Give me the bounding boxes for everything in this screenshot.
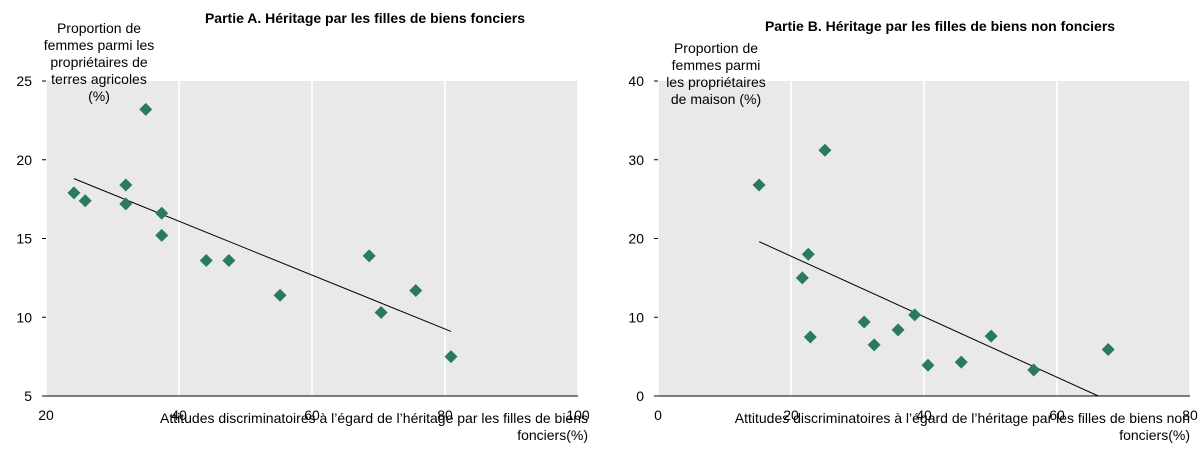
point	[984, 329, 998, 343]
x-tick-label: 60	[304, 407, 320, 423]
point	[119, 178, 133, 192]
point	[857, 315, 871, 329]
point	[891, 323, 905, 337]
point	[795, 271, 809, 285]
point	[818, 143, 832, 157]
x-axis-label: Attitudes discriminatoires à l’égard de …	[160, 410, 588, 443]
point	[409, 283, 423, 297]
point	[752, 178, 766, 192]
y-tick-label: 0	[636, 388, 644, 404]
y-tick-label: 10	[628, 309, 644, 325]
x-tick-label: 60	[1049, 407, 1065, 423]
chart-title: Partie A. Héritage par les filles de bie…	[205, 10, 525, 26]
point	[921, 358, 935, 372]
x-tick-label: 40	[171, 407, 187, 423]
point	[273, 288, 287, 302]
y-tick-label: 20	[16, 152, 32, 168]
point	[954, 355, 968, 369]
y-tick-label: 20	[628, 231, 644, 247]
point	[362, 249, 376, 263]
x-tick-label: 0	[654, 407, 662, 423]
point	[803, 330, 817, 344]
y-axis-label: Proportion de femmes parmi les propriéta…	[666, 40, 766, 107]
trend-line	[73, 178, 452, 332]
trend-line	[758, 241, 1099, 397]
point	[199, 254, 213, 268]
y-tick-label: 40	[628, 73, 644, 89]
x-tick-label: 20	[783, 407, 799, 423]
point	[444, 350, 458, 364]
x-tick-label: 20	[38, 407, 54, 423]
point	[908, 308, 922, 322]
y-tick-label: 30	[628, 152, 644, 168]
y-axis-label: Proportion de femmes parmi les propriéta…	[43, 20, 155, 104]
point	[155, 206, 169, 220]
x-tick-label: 80	[437, 407, 453, 423]
x-tick-label: 100	[566, 407, 590, 423]
x-axis-label: Attitudes discriminatoires à l’égard de …	[734, 410, 1190, 443]
point	[1101, 343, 1115, 357]
point	[222, 254, 236, 268]
point	[78, 194, 92, 208]
point	[801, 247, 815, 261]
x-tick-label: 80	[1182, 407, 1198, 423]
x-tick-label: 40	[916, 407, 932, 423]
point	[1027, 363, 1041, 377]
y-tick-label: 5	[24, 388, 32, 404]
point	[155, 228, 169, 242]
y-tick-label: 15	[16, 231, 32, 247]
point	[67, 186, 81, 200]
y-tick-label: 25	[16, 73, 32, 89]
chart-title: Partie B. Héritage par les filles de bie…	[765, 18, 1115, 34]
point	[867, 338, 881, 352]
y-tick-label: 10	[16, 309, 32, 325]
point	[119, 197, 133, 211]
point	[374, 306, 388, 320]
point	[139, 102, 153, 116]
